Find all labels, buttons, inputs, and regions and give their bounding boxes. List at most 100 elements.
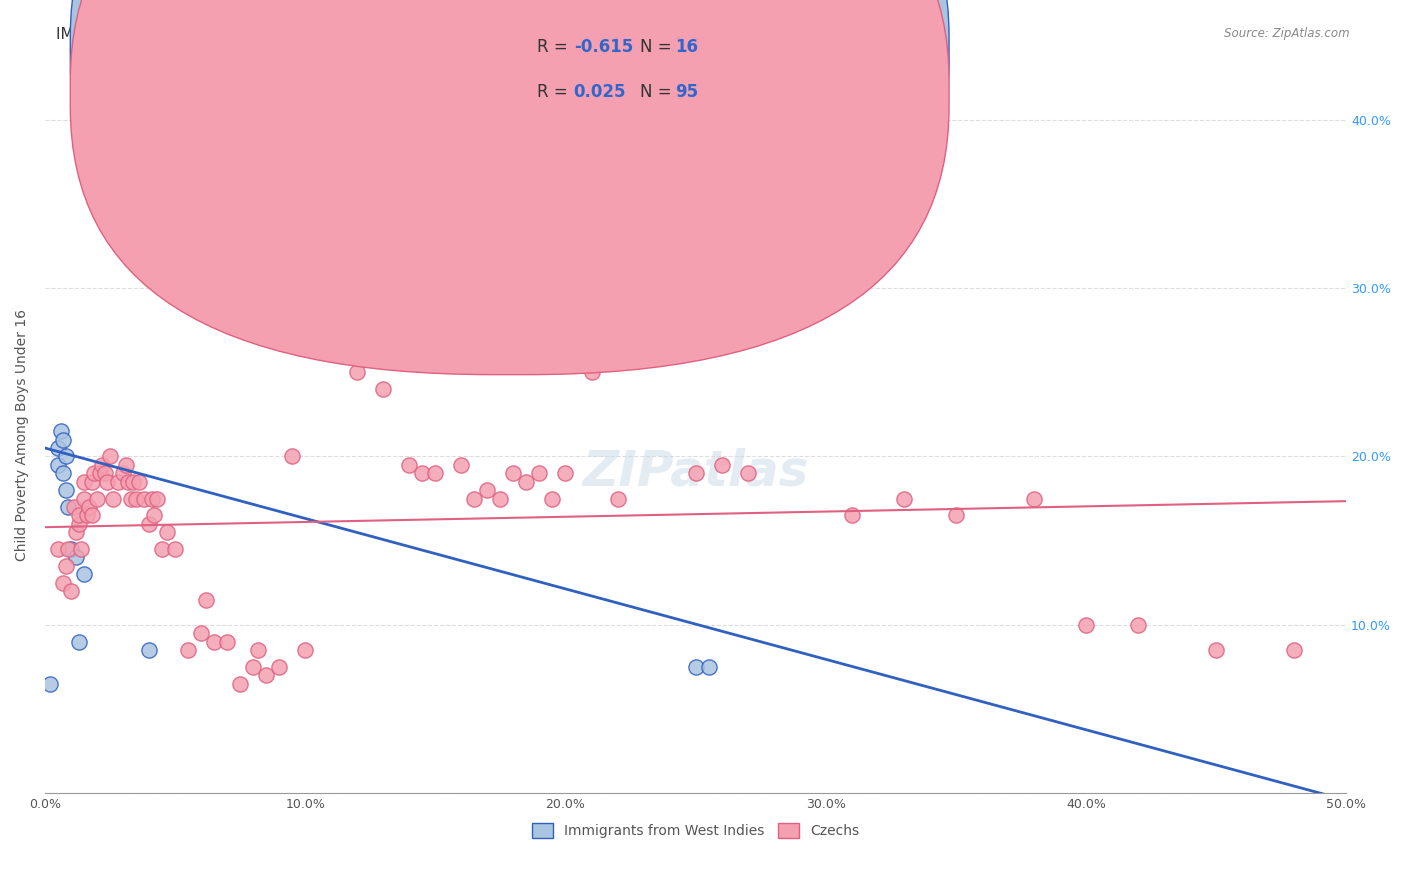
Point [177, 643, 200, 657]
Point [146, 491, 169, 506]
Point [76, 508, 98, 523]
Point [841, 508, 863, 523]
Point [502, 467, 524, 481]
Point [52, 433, 75, 447]
Point [333, 348, 356, 362]
Text: 95: 95 [675, 83, 697, 101]
Point [132, 491, 155, 506]
Point [52, 575, 75, 590]
Legend: Immigrants from West Indies, Czechs: Immigrants from West Indies, Czechs [526, 818, 865, 844]
Point [321, 340, 343, 354]
Point [1205, 643, 1227, 657]
Point [685, 467, 707, 481]
Point [1074, 618, 1097, 632]
Point [59, 584, 82, 599]
Point [73, 567, 96, 582]
Text: R =: R = [537, 83, 574, 101]
Point [128, 475, 150, 489]
Point [307, 323, 329, 337]
Point [65, 550, 87, 565]
Point [606, 491, 628, 506]
Point [73, 491, 96, 506]
Point [80, 508, 103, 523]
Text: R =: R = [537, 38, 574, 56]
Point [58, 542, 80, 557]
Point [143, 508, 166, 523]
Text: 16: 16 [675, 38, 697, 56]
Point [98, 450, 121, 464]
Point [425, 467, 447, 481]
Point [150, 542, 173, 557]
Point [46, 542, 69, 557]
Point [697, 660, 720, 674]
Point [80, 475, 103, 489]
Point [89, 467, 111, 481]
Text: Source: ZipAtlas.com: Source: ZipAtlas.com [1225, 27, 1350, 40]
Point [1282, 643, 1305, 657]
Point [52, 467, 75, 481]
Point [359, 348, 381, 362]
Point [529, 467, 551, 481]
Point [450, 458, 472, 472]
Point [107, 475, 129, 489]
Point [411, 467, 433, 481]
Point [67, 634, 90, 648]
Point [156, 525, 179, 540]
Point [70, 542, 93, 557]
Point [83, 467, 105, 481]
Point [125, 491, 148, 506]
Point [73, 475, 96, 489]
Point [737, 467, 759, 481]
Point [814, 146, 837, 161]
Point [112, 467, 135, 481]
Text: N =: N = [640, 38, 676, 56]
Point [581, 365, 603, 379]
Point [65, 525, 87, 540]
Text: 0.025: 0.025 [574, 83, 626, 101]
Point [94, 467, 117, 481]
Point [247, 643, 270, 657]
Text: IMMIGRANTS FROM WEST INDIES VS CZECH CHILD POVERTY AMONG BOYS UNDER 16 CORRELATI: IMMIGRANTS FROM WEST INDIES VS CZECH CHI… [56, 27, 880, 42]
Point [685, 660, 707, 674]
Text: ZIPatlas: ZIPatlas [582, 447, 808, 495]
Point [229, 677, 252, 691]
Point [141, 491, 163, 506]
Point [138, 643, 160, 657]
Point [138, 516, 160, 531]
Point [49, 424, 72, 438]
Point [101, 491, 124, 506]
Point [1126, 618, 1149, 632]
Point [515, 475, 537, 489]
Point [477, 483, 499, 497]
Point [269, 660, 291, 674]
Point [281, 450, 304, 464]
Point [398, 458, 420, 472]
Point [55, 558, 77, 573]
Point [190, 626, 212, 640]
Point [195, 592, 218, 607]
Point [55, 483, 77, 497]
Point [242, 660, 264, 674]
Point [46, 458, 69, 472]
Point [96, 475, 118, 489]
Point [86, 491, 108, 506]
Point [541, 491, 564, 506]
Point [1022, 491, 1045, 506]
Point [373, 382, 395, 396]
Point [59, 542, 82, 557]
Point [67, 516, 90, 531]
Point [58, 500, 80, 514]
Point [294, 643, 316, 657]
Point [893, 491, 915, 506]
Text: -0.615: -0.615 [574, 38, 633, 56]
Point [254, 668, 277, 682]
Point [67, 508, 90, 523]
Point [202, 634, 225, 648]
Point [122, 475, 145, 489]
Point [945, 508, 967, 523]
Point [710, 458, 733, 472]
Y-axis label: Child Poverty Among Boys Under 16: Child Poverty Among Boys Under 16 [15, 310, 30, 561]
Point [554, 467, 576, 481]
Point [463, 491, 485, 506]
Point [55, 450, 77, 464]
